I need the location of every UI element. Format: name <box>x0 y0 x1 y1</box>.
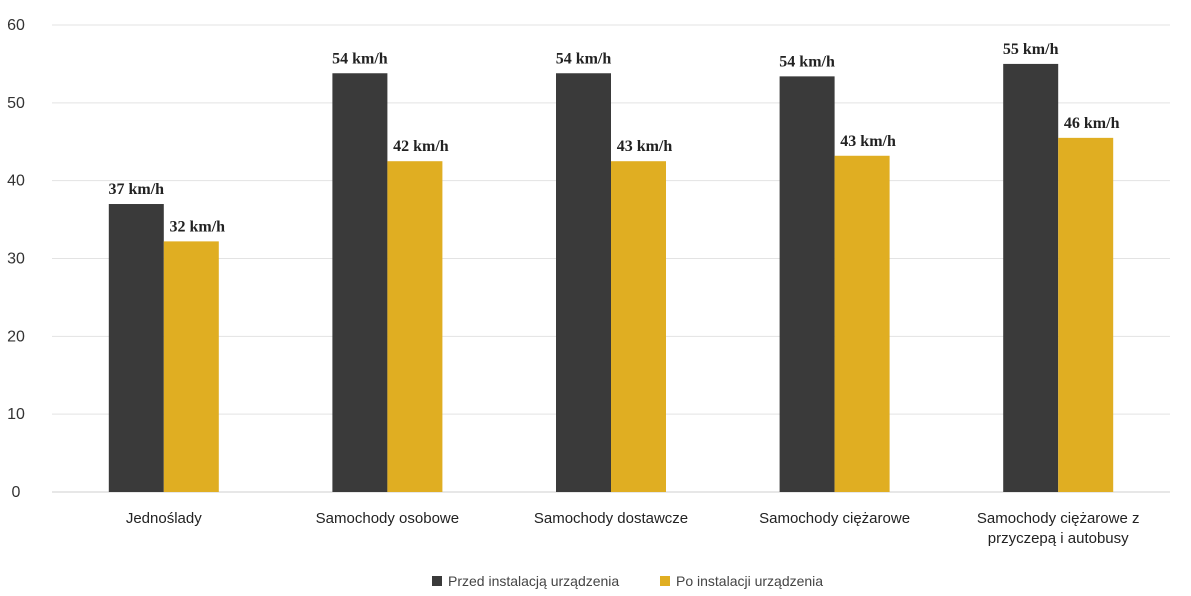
legend-label: Po instalacji urządzenia <box>676 573 823 589</box>
bar-after <box>387 161 443 493</box>
x-tick-label: przyczepą i autobusy <box>988 530 1129 547</box>
x-tick-label: Jednoślady <box>126 510 202 527</box>
legend-label: Przed instalacją urządzenia <box>448 573 619 589</box>
bar-after <box>611 161 666 493</box>
y-tick-label: 30 <box>7 251 25 268</box>
x-tick-label: Samochody dostawcze <box>534 510 688 527</box>
data-label: 43 km/h <box>617 138 673 155</box>
y-tick-label: 10 <box>7 406 25 423</box>
bar-before <box>779 76 835 493</box>
y-tick-label: 40 <box>7 173 25 190</box>
data-label: 54 km/h <box>556 50 612 67</box>
data-label: 32 km/h <box>170 218 226 235</box>
y-tick-label: 20 <box>7 328 25 345</box>
legend-swatch <box>432 576 442 586</box>
legend-swatch <box>660 576 670 586</box>
bar-before <box>332 73 388 493</box>
x-tick-label: Samochody osobowe <box>316 510 459 527</box>
bar-after <box>163 241 219 492</box>
bar-after <box>834 155 890 492</box>
x-tick-label: Samochody ciężarowe z <box>977 510 1140 527</box>
x-axis-ticks: Jednoślady Samochody osobowe Samochody dos… <box>126 510 1140 547</box>
data-labels: 37 km/h 32 km/h 54 km/h 42 km/h 54 km/h 43 km… <box>109 41 1120 235</box>
data-label: 54 km/h <box>332 50 388 67</box>
y-tick-label: 0 <box>12 484 21 501</box>
data-label: 46 km/h <box>1064 115 1120 132</box>
y-tick-label: 60 <box>7 17 25 34</box>
data-label: 54 km/h <box>779 53 835 70</box>
bar-before <box>108 204 164 492</box>
data-label: 55 km/h <box>1003 41 1059 58</box>
bar-after <box>1058 137 1114 492</box>
bars <box>108 63 1114 493</box>
data-label: 37 km/h <box>109 181 165 198</box>
bar-before <box>556 73 611 493</box>
legend: Przed instalacją urządzenia Po instalacji… <box>432 573 823 589</box>
y-axis-ticks: 0 10 20 30 40 50 60 <box>7 17 25 501</box>
data-label: 42 km/h <box>393 138 449 155</box>
bar-before <box>1003 63 1059 493</box>
y-tick-label: 50 <box>7 95 25 112</box>
data-label: 43 km/h <box>840 133 896 150</box>
x-tick-label: Samochody ciężarowe <box>759 510 910 527</box>
